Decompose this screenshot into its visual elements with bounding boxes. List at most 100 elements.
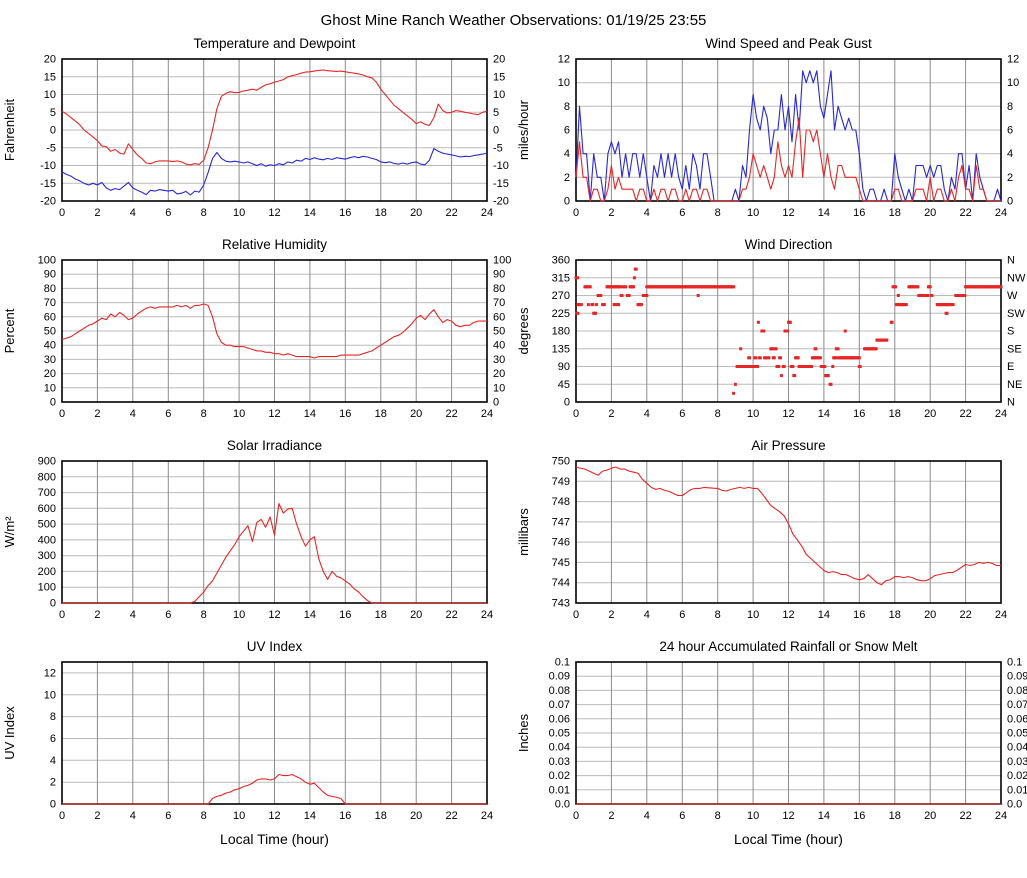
svg-text:80: 80 [493, 283, 505, 295]
svg-text:15: 15 [493, 71, 505, 83]
svg-text:749: 749 [552, 476, 570, 488]
charts-grid: Temperature and Dewpoint Fahrenheit -20 -15… [0, 33, 1027, 863]
svg-text:90: 90 [44, 269, 56, 281]
svg-text:6: 6 [679, 609, 685, 621]
svg-text:14: 14 [304, 207, 316, 219]
svg-text:8: 8 [50, 711, 56, 723]
svg-text:-20: -20 [40, 196, 56, 208]
svg-text:0: 0 [573, 207, 579, 219]
svg-text:20: 20 [493, 54, 505, 66]
svg-text:4: 4 [130, 408, 136, 420]
svg-text:10: 10 [747, 810, 759, 822]
svg-text:8: 8 [715, 810, 721, 822]
svg-text:6: 6 [165, 408, 171, 420]
svg-text:2: 2 [608, 207, 614, 219]
svg-text:10: 10 [493, 382, 505, 394]
chart-solar-irradiance: Solar Irradiance W/m² 0 100 200 300 400 500 600 7… [0, 435, 513, 636]
svg-text:14: 14 [818, 810, 830, 822]
svg-text:24: 24 [481, 810, 493, 822]
svg-text:10: 10 [747, 609, 759, 621]
svg-text:748: 748 [552, 496, 570, 508]
svg-text:6: 6 [165, 609, 171, 621]
svg-text:22: 22 [445, 207, 457, 219]
svg-text:14: 14 [818, 408, 830, 420]
svg-text:400: 400 [38, 534, 56, 546]
svg-text:12: 12 [1007, 54, 1019, 66]
svg-text:50: 50 [493, 326, 505, 338]
chart-title: Temperature and Dewpoint [193, 36, 355, 51]
svg-text:0.06: 0.06 [549, 713, 570, 725]
svg-text:16: 16 [339, 408, 351, 420]
svg-text:8: 8 [201, 408, 207, 420]
svg-text:0: 0 [50, 799, 56, 811]
chart-wind-direction-canvas: Wind Directiondegrees0459013518022527031… [514, 234, 1027, 430]
svg-text:18: 18 [375, 207, 387, 219]
svg-text:6: 6 [165, 810, 171, 822]
svg-text:4: 4 [564, 148, 570, 160]
svg-text:90: 90 [558, 361, 570, 373]
svg-text:14: 14 [304, 810, 316, 822]
svg-text:W: W [1007, 290, 1018, 302]
y-axis-label: UV Index [2, 706, 17, 760]
chart-solar-irradiance-canvas: Solar IrradianceW/m²01002003004005006007… [0, 435, 513, 631]
svg-text:16: 16 [853, 810, 865, 822]
svg-text:100: 100 [38, 582, 56, 594]
svg-text:60: 60 [44, 311, 56, 323]
svg-text:0: 0 [50, 125, 56, 137]
chart-title: 24 hour Accumulated Rainfall or Snow Mel… [659, 639, 917, 654]
svg-text:20: 20 [924, 408, 936, 420]
svg-text:0: 0 [573, 408, 579, 420]
svg-text:30: 30 [493, 354, 505, 366]
svg-text:2: 2 [50, 777, 56, 789]
chart-temperature-dewpoint-canvas: Temperature and Dewpoint Fahrenheit -20 -15… [0, 33, 513, 229]
svg-text:12: 12 [268, 609, 280, 621]
svg-text:NE: NE [1007, 379, 1022, 391]
svg-text:24: 24 [995, 408, 1007, 420]
svg-text:-20: -20 [493, 196, 509, 208]
svg-text:SE: SE [1007, 343, 1022, 355]
svg-text:20: 20 [924, 207, 936, 219]
svg-text:12: 12 [268, 207, 280, 219]
svg-text:20: 20 [924, 609, 936, 621]
svg-text:20: 20 [493, 368, 505, 380]
svg-text:8: 8 [715, 408, 721, 420]
y-axis-label: Fahrenheit [2, 99, 17, 162]
svg-text:315: 315 [552, 272, 570, 284]
svg-text:18: 18 [889, 609, 901, 621]
svg-text:24: 24 [995, 810, 1007, 822]
svg-text:2: 2 [94, 207, 100, 219]
svg-text:2: 2 [94, 408, 100, 420]
svg-text:0: 0 [564, 397, 570, 409]
chart-relative-humidity-canvas: Relative HumidityPercent0102030405060708… [0, 234, 513, 430]
svg-text:-15: -15 [40, 178, 56, 190]
svg-text:0.07: 0.07 [1007, 699, 1027, 711]
svg-text:45: 45 [558, 379, 570, 391]
svg-text:0: 0 [59, 609, 65, 621]
svg-text:2: 2 [608, 609, 614, 621]
svg-text:0.01: 0.01 [549, 784, 570, 796]
svg-text:8: 8 [201, 609, 207, 621]
chart-temperature-dewpoint: Temperature and Dewpoint Fahrenheit -20 -15… [0, 33, 513, 234]
svg-text:18: 18 [889, 207, 901, 219]
svg-text:4: 4 [50, 755, 56, 767]
svg-text:2: 2 [1007, 172, 1013, 184]
svg-text:22: 22 [959, 810, 971, 822]
svg-text:50: 50 [44, 326, 56, 338]
svg-text:2: 2 [94, 609, 100, 621]
svg-text:700: 700 [38, 487, 56, 499]
svg-text:0.0: 0.0 [1007, 799, 1022, 811]
svg-text:0.09: 0.09 [1007, 671, 1027, 683]
y-axis-label: Inches [516, 713, 531, 752]
svg-text:4: 4 [644, 609, 650, 621]
svg-text:N: N [1007, 255, 1015, 267]
svg-text:6: 6 [564, 125, 570, 137]
svg-text:24: 24 [995, 207, 1007, 219]
svg-text:24: 24 [481, 207, 493, 219]
svg-text:0: 0 [493, 397, 499, 409]
svg-text:0.05: 0.05 [1007, 728, 1027, 740]
y-axis-label: W/m² [2, 516, 17, 548]
svg-text:-10: -10 [493, 160, 509, 172]
svg-text:12: 12 [782, 810, 794, 822]
svg-text:10: 10 [233, 810, 245, 822]
